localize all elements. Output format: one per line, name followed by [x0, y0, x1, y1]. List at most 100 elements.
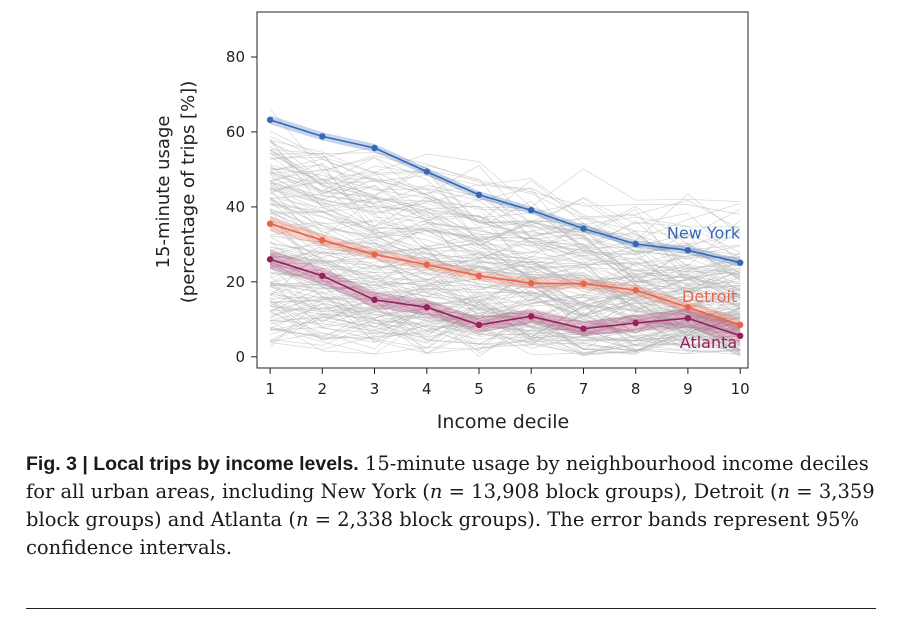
x-tick-label: 3 [370, 380, 380, 398]
series-line-new-york [269, 119, 741, 264]
data-point-atlanta [528, 313, 535, 320]
data-point-detroit [423, 261, 430, 268]
data-point-new-york [684, 247, 692, 254]
series-line-detroit [269, 222, 741, 326]
background-line [270, 158, 741, 264]
data-point-atlanta [371, 296, 378, 303]
series-line-atlanta [269, 258, 741, 337]
y-tick-label: 0 [235, 348, 245, 366]
x-tick-label: 8 [631, 380, 641, 398]
x-tick-label: 5 [474, 380, 484, 398]
background-line [270, 196, 741, 267]
confidence-band-atlanta [270, 250, 741, 347]
data-point-detroit [371, 251, 378, 258]
data-point-new-york [632, 240, 639, 248]
bottom-rule [26, 608, 876, 609]
background-line [269, 165, 741, 231]
x-tick-label: 2 [318, 380, 328, 398]
data-point-new-york [266, 116, 274, 124]
series-labels: New York Detroit Atlanta [667, 224, 741, 352]
series-lines [269, 119, 741, 337]
data-point-new-york [319, 133, 326, 140]
caption-text-3: = 3,359 block groups) and Atlanta ( [26, 480, 875, 531]
background-line [270, 302, 741, 337]
x-axis: 1 2 3 4 5 6 7 8 9 10 [265, 368, 750, 398]
background-line [269, 165, 741, 283]
x-tick-label: 7 [579, 380, 589, 398]
caption-n-2: n [777, 480, 791, 503]
data-point-atlanta [580, 325, 587, 332]
background-line [270, 152, 741, 237]
background-line [270, 301, 741, 347]
data-point-atlanta [475, 321, 483, 329]
x-tick-label: 4 [422, 380, 432, 398]
background-line [269, 209, 741, 297]
caption-n-1: n [429, 480, 443, 503]
data-point-new-york [528, 207, 535, 214]
background-line [270, 242, 741, 318]
background-line [269, 162, 741, 299]
background-line [269, 253, 741, 325]
data-point-detroit [632, 286, 639, 294]
series-points [266, 116, 744, 339]
x-tick-label: 1 [265, 380, 275, 398]
background-line [269, 180, 741, 279]
background-line [269, 146, 741, 292]
caption-text-4: = 2,338 block groups). The error bands r… [26, 508, 860, 559]
data-point-detroit [319, 237, 326, 244]
background-line [269, 221, 741, 315]
data-point-detroit [475, 272, 483, 279]
background-line [270, 265, 741, 334]
y-tick-label: 40 [226, 198, 245, 216]
background-line [269, 250, 741, 332]
background-line [270, 220, 741, 336]
series-label-atlanta: Atlanta [680, 333, 737, 352]
y-axis: 0 20 40 60 80 [226, 48, 257, 366]
background-line [270, 168, 741, 273]
y-tick-label: 80 [226, 48, 245, 66]
background-line [270, 306, 741, 351]
caption-text-2: = 13,908 block groups), Detroit ( [442, 480, 778, 503]
y-tick-label: 60 [226, 123, 245, 141]
data-point-detroit [737, 321, 744, 329]
x-tick-label: 6 [526, 380, 536, 398]
background-line [269, 139, 741, 305]
background-line [270, 247, 741, 311]
background-line [269, 286, 741, 351]
background-line [270, 319, 741, 351]
caption-text-1: 15-minute usage by neighbourhood income … [26, 452, 869, 503]
background-line [269, 136, 741, 279]
background-line [270, 171, 741, 262]
background-line [269, 228, 741, 334]
background-line [270, 252, 741, 311]
data-point-atlanta [684, 315, 692, 322]
background-line [269, 209, 741, 271]
background-city-lines [269, 108, 741, 358]
data-point-new-york [580, 225, 587, 232]
caption-label: Fig. 3 | Local trips by income levels. [26, 453, 359, 475]
background-line [270, 140, 741, 215]
background-line [269, 245, 741, 307]
background-line [270, 319, 741, 346]
data-point-detroit [266, 220, 274, 227]
background-line [270, 172, 741, 247]
data-point-new-york [423, 168, 430, 175]
x-tick-label: 10 [731, 380, 750, 398]
x-tick-label: 9 [683, 380, 693, 398]
series-label-detroit: Detroit [682, 287, 737, 306]
background-line [269, 297, 741, 354]
background-line [269, 189, 741, 290]
background-line [269, 176, 741, 259]
background-line [269, 170, 741, 285]
data-point-new-york [737, 259, 744, 266]
background-line [269, 139, 741, 268]
background-line [269, 303, 741, 353]
data-point-detroit [684, 304, 692, 311]
background-line [269, 108, 741, 257]
background-line [269, 187, 741, 308]
caption-n-3: n [295, 508, 309, 531]
data-point-detroit [528, 280, 535, 287]
background-line [269, 152, 741, 276]
background-line [269, 245, 741, 330]
background-line [269, 156, 741, 271]
